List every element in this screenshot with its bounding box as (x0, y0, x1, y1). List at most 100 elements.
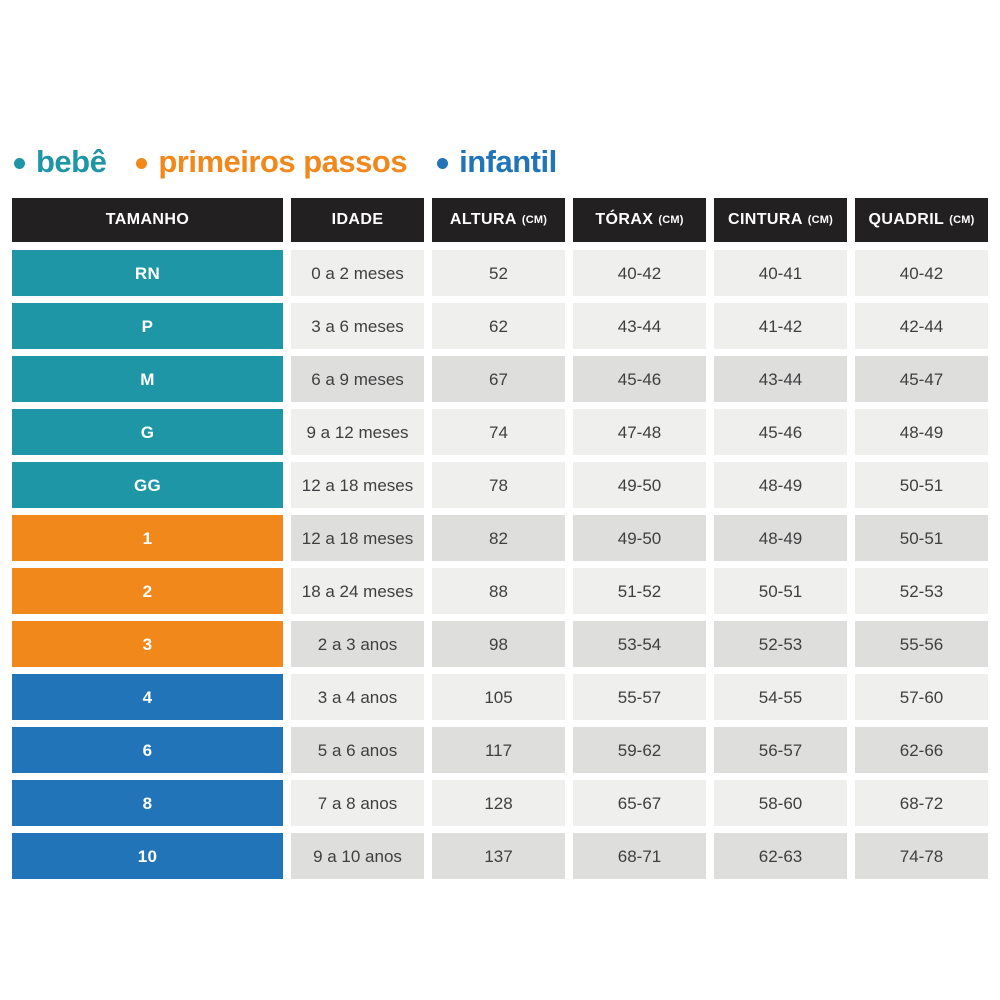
column-header-unit: (CM) (521, 213, 548, 226)
quadril-cell: 50-51 (855, 515, 988, 561)
column-header-label: IDADE (331, 211, 384, 228)
size-table: TAMANHO IDADE ALTURA (CM) TÓRAX (CM) CINTURA (C… (12, 198, 988, 879)
idade-cell: 3 a 6 meses (291, 303, 424, 349)
altura-cell: 82 (432, 515, 565, 561)
idade-cell: 9 a 10 anos (291, 833, 424, 879)
torax-cell: 68-71 (573, 833, 706, 879)
column-header-label: CINTURA (727, 211, 803, 228)
altura-cell: 78 (432, 462, 565, 508)
size-cell: RN (12, 250, 283, 296)
quadril-cell: 55-56 (855, 621, 988, 667)
quadril-cell: 50-51 (855, 462, 988, 508)
legend-bullet-icon (437, 157, 449, 169)
torax-cell: 49-50 (573, 462, 706, 508)
cintura-cell: 40-41 (714, 250, 847, 296)
torax-cell: 55-57 (573, 674, 706, 720)
quadril-cell: 40-42 (855, 250, 988, 296)
cintura-cell: 56-57 (714, 727, 847, 773)
size-cell: 1 (12, 515, 283, 561)
size-cell: 10 (12, 833, 283, 879)
altura-cell: 117 (432, 727, 565, 773)
column-header-unit: (CM) (807, 213, 834, 226)
altura-cell: 88 (432, 568, 565, 614)
idade-cell: 7 a 8 anos (291, 780, 424, 826)
cintura-cell: 45-46 (714, 409, 847, 455)
size-cell: 8 (12, 780, 283, 826)
idade-cell: 0 a 2 meses (291, 250, 424, 296)
altura-cell: 137 (432, 833, 565, 879)
cintura-cell: 50-51 (714, 568, 847, 614)
legend-label: bebê (36, 144, 107, 179)
size-cell: 2 (12, 568, 283, 614)
torax-cell: 43-44 (573, 303, 706, 349)
altura-cell: 128 (432, 780, 565, 826)
column-header-quadril: QUADRIL (CM) (855, 198, 988, 242)
altura-cell: 105 (432, 674, 565, 720)
altura-cell: 62 (432, 303, 565, 349)
legend-item-infantil: infantil (437, 146, 557, 177)
quadril-cell: 52-53 (855, 568, 988, 614)
quadril-cell: 45-47 (855, 356, 988, 402)
quadril-cell: 62-66 (855, 727, 988, 773)
idade-cell: 2 a 3 anos (291, 621, 424, 667)
column-header-label: QUADRIL (868, 211, 945, 228)
altura-cell: 67 (432, 356, 565, 402)
cintura-cell: 41-42 (714, 303, 847, 349)
legend-label: infantil (459, 144, 557, 179)
torax-cell: 40-42 (573, 250, 706, 296)
torax-cell: 59-62 (573, 727, 706, 773)
torax-cell: 47-48 (573, 409, 706, 455)
quadril-cell: 74-78 (855, 833, 988, 879)
idade-cell: 6 a 9 meses (291, 356, 424, 402)
legend-label: primeiros passos (158, 144, 408, 179)
column-header-label: ALTURA (449, 211, 517, 228)
column-header-label: TAMANHO (105, 211, 190, 228)
cintura-cell: 62-63 (714, 833, 847, 879)
size-cell: GG (12, 462, 283, 508)
size-cell: G (12, 409, 283, 455)
cintura-cell: 54-55 (714, 674, 847, 720)
legend-item-primeiros_passos: primeiros passos (136, 144, 408, 179)
column-header-cintura: CINTURA (CM) (714, 198, 847, 242)
cintura-cell: 48-49 (714, 462, 847, 508)
quadril-cell: 48-49 (855, 409, 988, 455)
column-header-idade: IDADE (291, 198, 424, 242)
size-cell: 6 (12, 727, 283, 773)
column-header-tórax: TÓRAX (CM) (573, 198, 706, 242)
idade-cell: 12 a 18 meses (291, 462, 424, 508)
size-table-body: RN 0 a 2 meses 52 40-42 40-41 40-42 P 3 a 6 mes… (12, 250, 988, 879)
size-cell: 4 (12, 674, 283, 720)
torax-cell: 65-67 (573, 780, 706, 826)
category-legend: bebê primeiros passos infantil (14, 146, 557, 177)
size-cell: M (12, 356, 283, 402)
idade-cell: 12 a 18 meses (291, 515, 424, 561)
quadril-cell: 68-72 (855, 780, 988, 826)
column-header-tamanho: TAMANHO (12, 198, 283, 242)
idade-cell: 9 a 12 meses (291, 409, 424, 455)
size-table-header-row: TAMANHO IDADE ALTURA (CM) TÓRAX (CM) CINTURA (C… (12, 198, 988, 242)
size-cell: 3 (12, 621, 283, 667)
torax-cell: 51-52 (573, 568, 706, 614)
column-header-unit: (CM) (949, 213, 975, 226)
size-cell: P (12, 303, 283, 349)
cintura-cell: 43-44 (714, 356, 847, 402)
cintura-cell: 48-49 (714, 515, 847, 561)
idade-cell: 3 a 4 anos (291, 674, 424, 720)
legend-bullet-icon (136, 157, 148, 169)
altura-cell: 52 (432, 250, 565, 296)
legend-item-bebe: bebê (14, 144, 107, 179)
column-header-label: TÓRAX (595, 211, 654, 228)
column-header-unit: (CM) (658, 213, 684, 226)
cintura-cell: 52-53 (714, 621, 847, 667)
column-header-altura: ALTURA (CM) (432, 198, 565, 242)
altura-cell: 98 (432, 621, 565, 667)
quadril-cell: 57-60 (855, 674, 988, 720)
cintura-cell: 58-60 (714, 780, 847, 826)
torax-cell: 53-54 (573, 621, 706, 667)
torax-cell: 45-46 (573, 356, 706, 402)
legend-bullet-icon (14, 157, 25, 169)
quadril-cell: 42-44 (855, 303, 988, 349)
altura-cell: 74 (432, 409, 565, 455)
idade-cell: 5 a 6 anos (291, 727, 424, 773)
